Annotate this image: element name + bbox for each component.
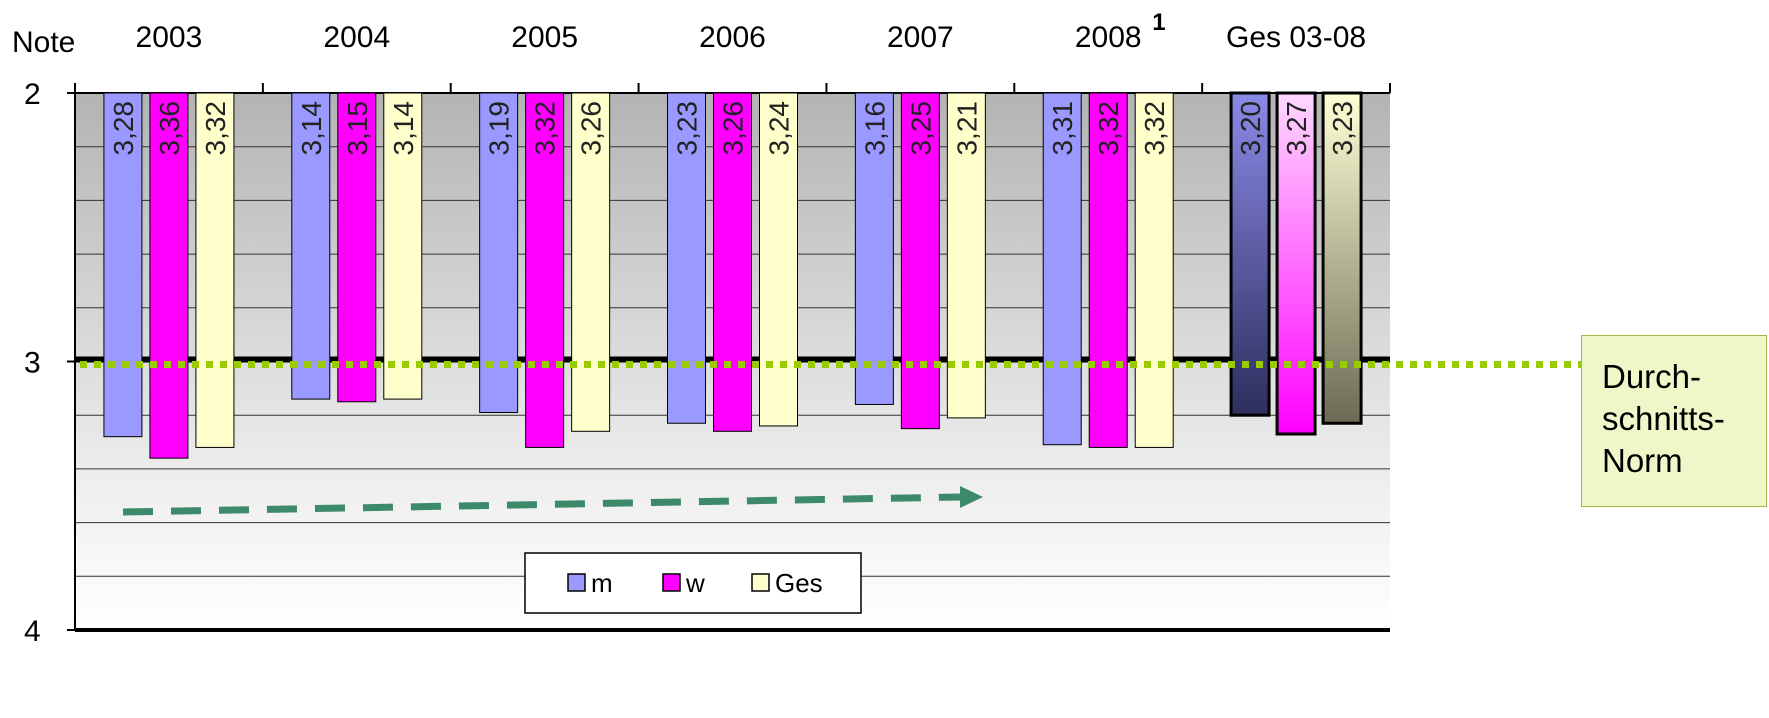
value-label: 3,15 — [342, 101, 373, 156]
value-label: 3,36 — [154, 101, 185, 156]
bar-Ges-2006 — [759, 92, 798, 427]
y-axis-ticks: 2 3 4 — [24, 78, 75, 648]
y-tick-label: 3 — [24, 347, 41, 380]
bar-w-2007 — [900, 92, 940, 430]
value-label: 3,14 — [296, 101, 327, 156]
bar-Ges-2004 — [383, 92, 423, 400]
value-label: 3,16 — [859, 101, 890, 156]
legend: m w Ges — [524, 552, 862, 614]
value-label: 3,21 — [951, 101, 982, 156]
value-label: 3,31 — [1047, 101, 1078, 156]
legend-label: w — [685, 568, 705, 598]
value-label: 3,14 — [388, 101, 419, 156]
value-label: 3,26 — [718, 101, 749, 156]
category-label: 2007 — [887, 21, 954, 54]
category-label: 2008 — [1075, 21, 1142, 54]
category-superscript: 1 — [1152, 9, 1165, 36]
value-label: 3,19 — [484, 101, 515, 156]
value-label: 3,32 — [200, 101, 231, 156]
norm-label: Durch- schnitts- Norm — [1581, 335, 1767, 507]
bar-m-2004 — [291, 92, 331, 400]
category-labels: 2003 2004 2005 2006 2007 2008 1 Ges 03-08 — [136, 9, 1367, 54]
bar-m-2006 — [667, 92, 706, 424]
norm-label-line-2: schnitts- — [1602, 400, 1725, 437]
value-label: 3,28 — [108, 101, 139, 156]
category-label: 2003 — [136, 21, 203, 54]
legend-label: Ges — [775, 568, 823, 598]
category-label: 2005 — [511, 21, 578, 54]
bar-w-2008 — [1088, 92, 1128, 448]
y-tick-label: 2 — [24, 78, 41, 111]
category-label: 2006 — [699, 21, 766, 54]
y-axis-title: Note — [12, 26, 75, 59]
category-label: 2004 — [323, 21, 390, 54]
value-label: 3,32 — [530, 101, 561, 156]
bar-Ges-2008 — [1134, 92, 1174, 448]
value-labels: 3,28 3,36 3,32 3,14 3,15 3,14 3,19 3,32 3,26 3,23… — [108, 101, 1358, 156]
category-label: Ges 03-08 — [1226, 21, 1366, 54]
legend-swatch-w — [662, 573, 681, 592]
trend-arrow — [122, 486, 983, 516]
bar-Ges-2003 — [195, 92, 235, 448]
y-tick-label: 4 — [24, 615, 41, 648]
value-label: 3,24 — [764, 101, 795, 156]
bar-w-2005 — [525, 92, 565, 448]
bar-w-2004 — [337, 92, 377, 403]
bar-m-2008 — [1042, 92, 1082, 446]
legend-label: m — [591, 568, 613, 598]
x-axis-ticks — [74, 83, 1391, 93]
bar-m-2007 — [854, 92, 894, 405]
value-label: 3,26 — [576, 101, 607, 156]
value-label: 3,23 — [672, 101, 703, 156]
value-label: 3,20 — [1235, 101, 1266, 156]
value-label: 3,32 — [1139, 101, 1170, 156]
value-label: 3,32 — [1093, 101, 1124, 156]
bar-w-2006 — [713, 92, 752, 432]
value-label: 3,27 — [1281, 101, 1312, 156]
norm-label-line-3: Norm — [1602, 442, 1683, 479]
value-label: 3,25 — [905, 101, 936, 156]
legend-swatch-Ges — [751, 573, 770, 592]
norm-label-line-1: Durch- — [1602, 358, 1702, 395]
bar-w-Ges 03-08 — [1275, 91, 1317, 436]
value-label: 3,23 — [1327, 101, 1358, 156]
legend-swatch-m — [567, 573, 586, 592]
bar-Ges-Ges 03-08 — [1321, 91, 1363, 425]
bar-m-2003 — [103, 92, 143, 438]
bar-w-2003 — [149, 92, 189, 459]
bar-Ges-2005 — [571, 92, 611, 432]
bar-m-2005 — [479, 92, 519, 414]
